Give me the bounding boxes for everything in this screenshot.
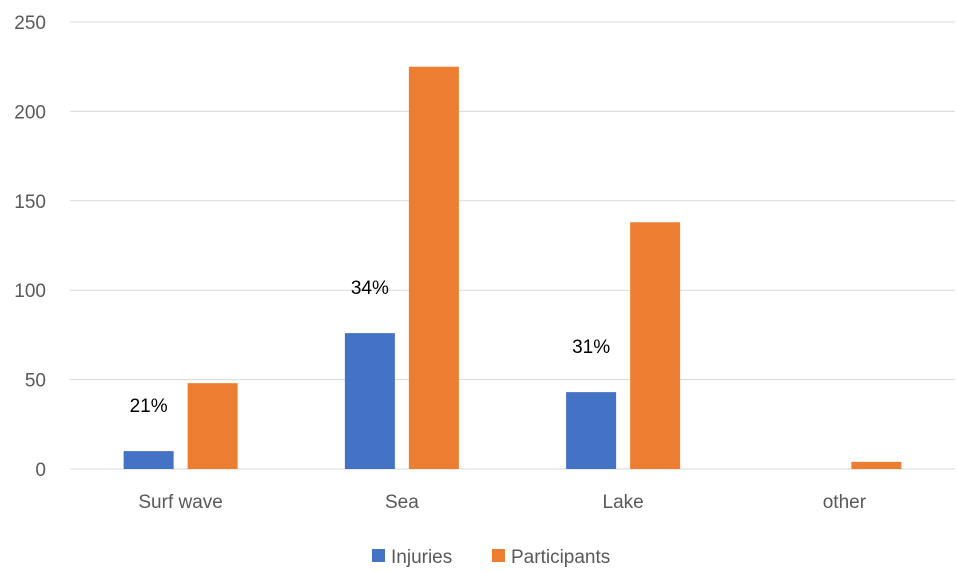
x-category-label: Lake: [603, 492, 644, 513]
y-tick-label: 150: [14, 192, 46, 213]
y-tick-label: 50: [25, 371, 46, 392]
x-category-label: Surf wave: [138, 492, 222, 513]
x-category-label: other: [823, 492, 867, 513]
percentage-label: 21%: [130, 396, 168, 417]
y-tick-label: 100: [14, 281, 46, 302]
y-tick-label: 250: [14, 13, 46, 34]
legend-swatch-participants: [492, 549, 505, 562]
y-tick-label: 0: [35, 460, 46, 481]
bars: [123, 66, 902, 469]
legend: Injuries Participants: [372, 547, 610, 568]
bar-injuries-lake: [566, 392, 617, 469]
percentage-label: 34%: [351, 278, 389, 299]
legend-label-participants: Participants: [511, 547, 610, 567]
percentage-label: 31%: [572, 337, 610, 358]
bar-participants-sea: [408, 66, 459, 469]
y-axis-ticks: 0 50 100 150 200 250: [14, 13, 46, 481]
legend-swatch-injuries: [372, 549, 385, 562]
bar-participants-other: [851, 461, 902, 469]
x-axis-labels: Surf wave Sea Lake other: [138, 492, 866, 513]
y-tick-label: 200: [14, 102, 46, 123]
x-category-label: Sea: [385, 492, 419, 513]
bar-injuries-surf-wave: [123, 451, 174, 469]
gridlines: [70, 21, 955, 470]
bar-participants-surf-wave: [187, 383, 238, 469]
data-labels: 21% 34% 31%: [130, 278, 611, 417]
legend-label-injuries: Injuries: [391, 547, 452, 567]
bar-injuries-sea: [344, 333, 395, 469]
bar-participants-lake: [630, 222, 681, 469]
